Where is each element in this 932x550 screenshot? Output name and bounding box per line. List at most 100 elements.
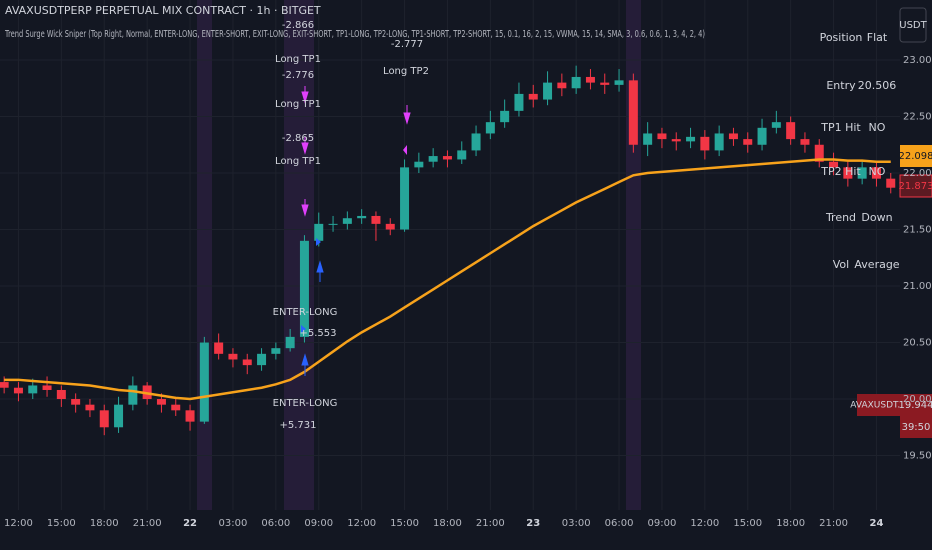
candle-body	[657, 133, 667, 140]
x-tick-label: 22	[183, 518, 197, 529]
candle-body	[156, 399, 166, 405]
x-tick-label: 21:00	[819, 518, 848, 529]
x-tick-label: 18:00	[90, 518, 119, 529]
candle-body	[85, 404, 95, 411]
signal-label: -2.776	[282, 70, 314, 81]
signal-label: ENTER-LONG	[273, 307, 338, 318]
signal-label: Long TP1	[275, 156, 321, 167]
candle-body	[199, 342, 209, 422]
currency-label: USDT	[899, 20, 927, 31]
candle-body	[514, 93, 524, 111]
candle-body	[871, 167, 881, 179]
currency-button[interactable]	[899, 7, 927, 43]
tp-arrow	[403, 105, 411, 125]
x-tick-label: 18:00	[433, 518, 462, 529]
candle-body	[128, 385, 138, 405]
x-tick-label: 03:00	[562, 518, 591, 529]
moving-average	[4, 158, 891, 401]
table-value: NO	[869, 165, 886, 178]
chart-title: AVAXUSDTPERP PERPETUAL MIX CONTRACT · 1h…	[5, 4, 321, 17]
x-tick-label: 21:00	[476, 518, 505, 529]
candle-body	[886, 178, 896, 188]
candle-body	[299, 240, 309, 337]
entry-arrow	[301, 353, 309, 376]
symbol-box	[857, 394, 900, 416]
candle-body	[628, 80, 638, 145]
candle-body	[829, 161, 839, 168]
candle-body	[614, 80, 624, 85]
signal-label: -2.866	[282, 20, 314, 31]
x-tick-label: 12:00	[4, 518, 33, 529]
y-tick-label: 20.50	[903, 338, 932, 349]
candle-body	[428, 156, 438, 162]
price-label: 19.944	[899, 400, 932, 411]
candle-body	[271, 348, 281, 354]
table-key: Vol	[833, 258, 849, 271]
x-tick-label: 23	[526, 518, 540, 529]
candle-body	[28, 385, 38, 394]
candle-body	[314, 223, 324, 241]
candle-body	[743, 139, 753, 145]
candle-body	[13, 387, 23, 394]
candle-body	[543, 82, 553, 100]
table-value: Average	[854, 258, 899, 271]
band	[197, 0, 212, 510]
indicator-params: Trend Surge Wick Sniper (Top Right, Norm…	[4, 29, 705, 40]
line-price-box	[900, 145, 932, 167]
x-tick-label: 15:00	[47, 518, 76, 529]
table-value: Flat	[867, 31, 888, 44]
entry-arrow	[316, 260, 324, 282]
plot	[0, 65, 896, 436]
signal-label: -2.865	[282, 133, 314, 144]
candle-body	[771, 122, 781, 128]
x-tick-label: 15:00	[733, 518, 762, 529]
candle-body	[228, 353, 238, 360]
candle-body	[500, 110, 510, 123]
candle-body	[99, 410, 109, 428]
signal-label: ENTER-LONG	[273, 398, 338, 409]
candle-body	[114, 404, 124, 428]
table-key: Position	[820, 31, 863, 44]
line-price-label: 22.098	[899, 151, 932, 162]
signal-arrows	[301, 86, 411, 376]
candle-body	[400, 167, 410, 230]
x-tick-label: 15:00	[390, 518, 419, 529]
y-tick-label: 21.50	[903, 225, 932, 236]
x-tick-label: 21:00	[133, 518, 162, 529]
y-tick-label: 22.00	[903, 168, 932, 179]
candle-body	[485, 122, 495, 134]
close-price-box	[899, 174, 932, 198]
close-price-label: 21.873	[899, 181, 932, 192]
countdown-label: 39:50	[902, 422, 931, 433]
table-key: TP1 Hit	[820, 121, 861, 134]
symbol-label: AVAXUSDT.P	[850, 401, 906, 411]
status-table: Position Flat Entry 20.506 TP1 Hit NO TP2 Hit N…	[820, 31, 900, 271]
x-tick-label: 18:00	[776, 518, 805, 529]
candle-body	[671, 139, 681, 142]
candle-body	[528, 93, 538, 100]
signal-label: -2.777	[391, 39, 423, 50]
x-tick-label: 06:00	[261, 518, 290, 529]
candle-body	[42, 385, 52, 390]
candle-body	[328, 223, 338, 225]
candle-body	[371, 215, 381, 224]
band	[284, 0, 314, 510]
candle-body	[257, 353, 267, 366]
x-tick-label: 06:00	[605, 518, 634, 529]
candle-body	[786, 122, 796, 140]
y-tick-label: 19.50	[903, 451, 932, 462]
signal-label: Long TP2	[383, 66, 429, 77]
candle-body	[442, 156, 452, 160]
candle-body	[714, 133, 724, 151]
tp-arrow	[301, 86, 309, 104]
x-tick-label: 09:00	[648, 518, 677, 529]
signal-label: Long TP1	[275, 54, 321, 65]
candle-body	[471, 133, 481, 151]
candle-body	[728, 133, 738, 140]
candle-body	[686, 136, 696, 142]
x-tick-label: 03:00	[219, 518, 248, 529]
candle-body	[214, 342, 224, 354]
tp-arrow	[301, 137, 309, 155]
